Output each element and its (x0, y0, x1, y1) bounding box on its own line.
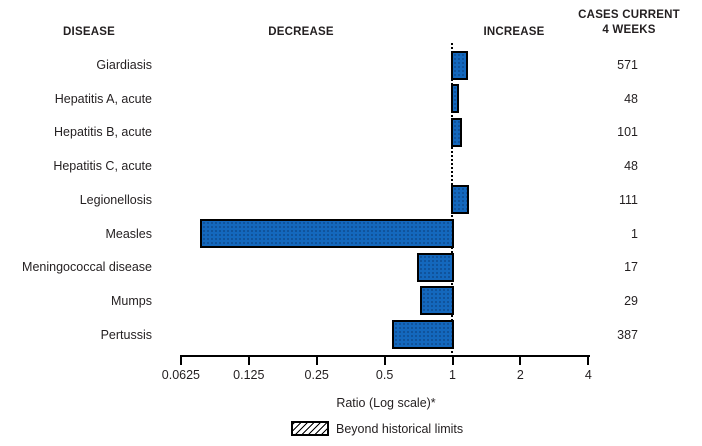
x-axis-tick-label: 1 (449, 368, 456, 382)
column-header-cases-line1: CASES CURRENT (578, 9, 680, 21)
hatched-swatch-icon (291, 421, 329, 436)
ratio-bar (450, 185, 469, 215)
legend: Beyond historical limits (291, 421, 463, 436)
ratio-bar (420, 286, 455, 316)
cases-value: 387 (617, 327, 638, 342)
ratio-bar (417, 252, 455, 282)
x-axis-tick-mark (519, 355, 522, 365)
ratio-bar (450, 50, 468, 80)
cases-value: 48 (624, 159, 638, 174)
x-axis-tick-label: 0.5 (375, 368, 394, 382)
disease-label: Legionellosis (79, 192, 152, 207)
x-axis-tick-mark (315, 355, 318, 365)
x-axis-tick-label: 4 (584, 368, 592, 382)
disease-label: Giardiasis (96, 58, 152, 72)
x-axis-tick-label: 2 (516, 368, 524, 382)
x-axis-tick-mark (383, 355, 386, 365)
column-header-disease: DISEASE (63, 26, 115, 38)
disease-label: Hepatitis A, acute (54, 91, 152, 106)
disease-label: Hepatitis B, acute (54, 125, 152, 140)
disease-label: Meningococcal disease (22, 260, 152, 275)
ratio-bar (450, 117, 463, 147)
disease-label: Measles (105, 226, 152, 241)
cases-value: 1 (631, 226, 638, 241)
ratio-bar (450, 84, 459, 114)
cases-value: 111 (618, 192, 638, 207)
cases-value: 29 (624, 293, 638, 308)
cases-value: 571 (617, 58, 638, 72)
x-axis-tick-mark (587, 355, 590, 365)
ratio-bar (392, 320, 455, 350)
cases-value: 101 (617, 125, 638, 140)
disease-label: Mumps (111, 293, 152, 308)
cases-value: 48 (624, 91, 638, 106)
ratio-bar (199, 219, 455, 248)
x-axis-tick-label: 0.25 (304, 368, 329, 382)
column-header-increase: INCREASE (483, 26, 545, 38)
x-axis-tick-label: 0.125 (233, 368, 265, 382)
x-axis-tick-mark (247, 355, 250, 365)
disease-label: Hepatitis C, acute (53, 159, 152, 174)
legend-label: Beyond historical limits (336, 421, 464, 436)
x-axis-title: Ratio (Log scale)* (336, 396, 436, 410)
x-axis-tick-mark (179, 355, 182, 365)
column-header-cases-line2: 4 WEEKS (602, 24, 656, 36)
column-header-decrease: DECREASE (268, 26, 334, 38)
column-header-cases: CASES CURRENT 4 WEEKS (578, 8, 680, 38)
x-axis-tick-mark (451, 355, 454, 365)
disease-label: Pertussis (100, 327, 152, 342)
cases-value: 17 (624, 260, 638, 275)
x-axis-tick-label: 0.0625 (161, 368, 201, 382)
